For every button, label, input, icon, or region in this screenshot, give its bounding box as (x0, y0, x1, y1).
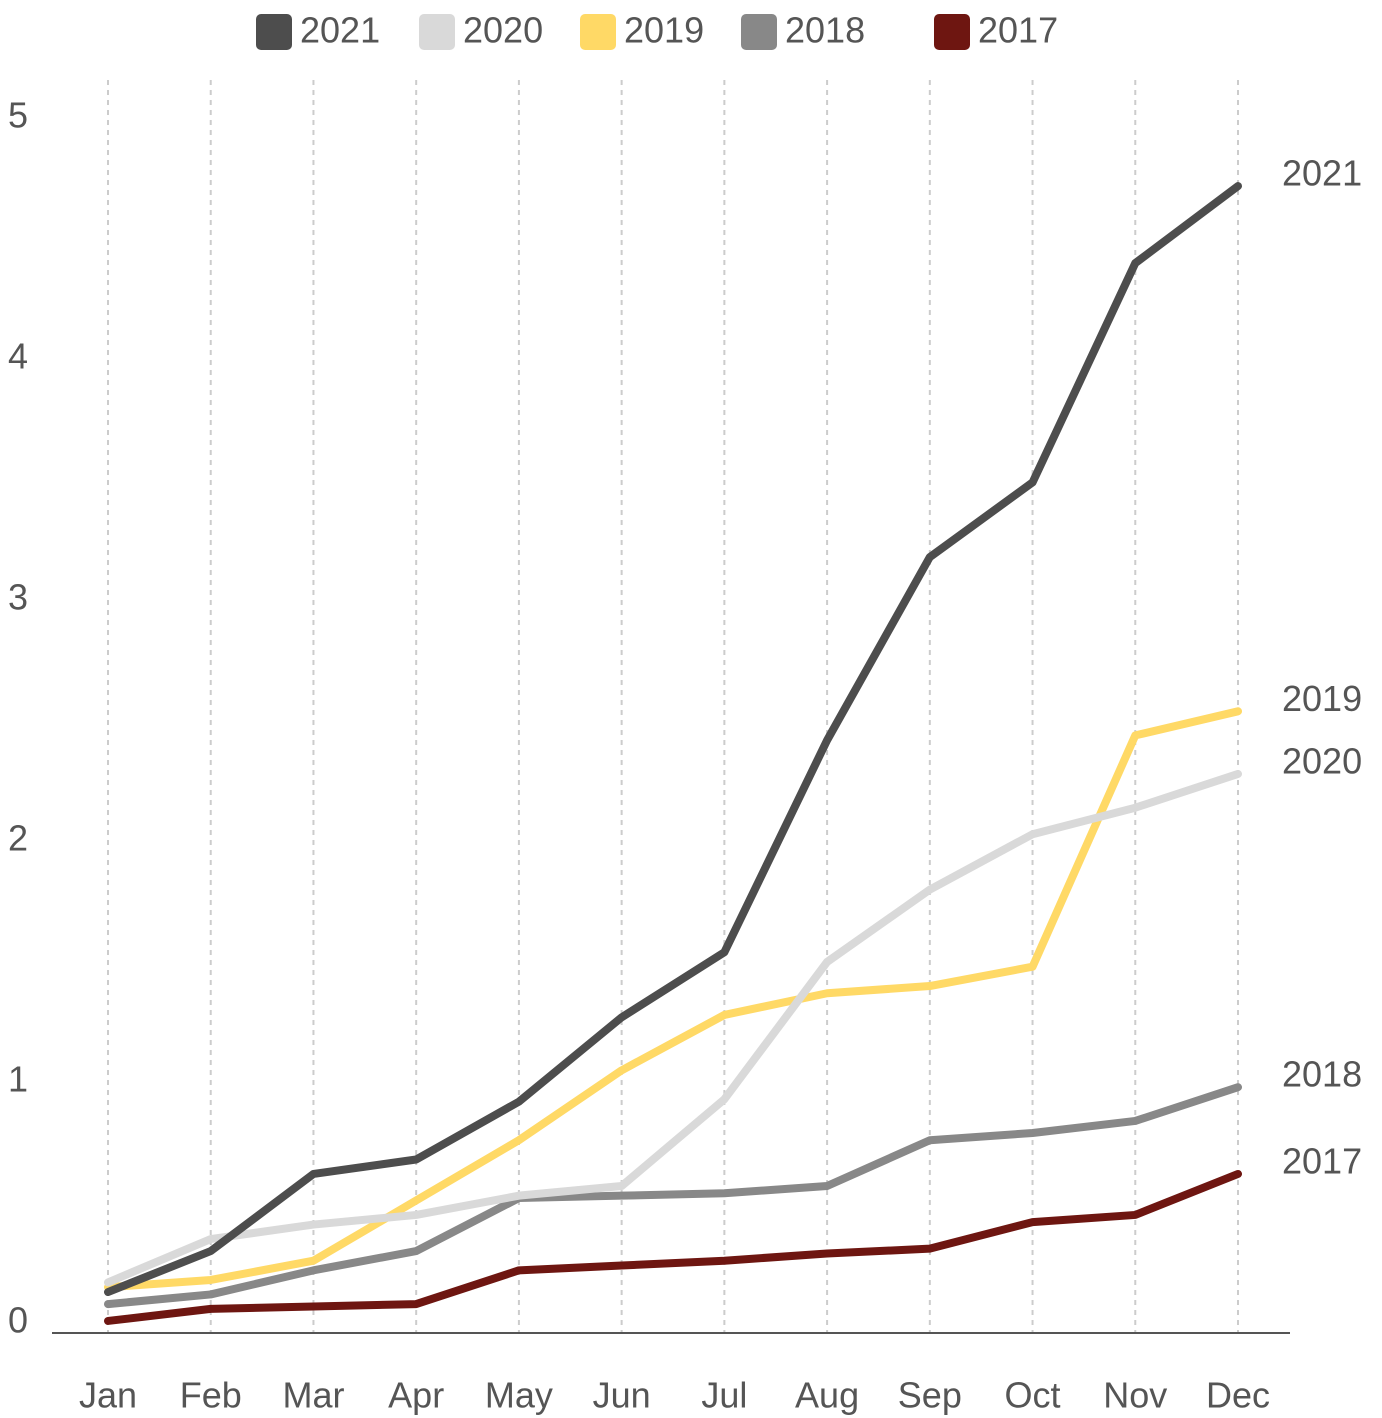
x-tick-label: Jan (79, 1375, 137, 1416)
legend-label: 2021 (300, 10, 380, 51)
legend-label: 2020 (463, 10, 543, 51)
y-tick-label: 3 (8, 577, 28, 618)
x-tick-label: Oct (1005, 1375, 1061, 1416)
legend-swatch (934, 14, 970, 50)
series-line (104, 769, 1242, 1287)
series-end-label: 2021 (1282, 153, 1362, 194)
y-tick-label: 5 (8, 95, 28, 136)
legend-swatch (419, 14, 455, 50)
x-tick-label: Feb (180, 1375, 242, 1416)
series-end-label: 2017 (1282, 1140, 1362, 1181)
y-tick-label: 0 (8, 1300, 28, 1341)
legend-label: 2018 (785, 10, 865, 51)
series-line (104, 182, 1242, 1297)
x-tick-label: Jul (701, 1375, 747, 1416)
legend-swatch (741, 14, 777, 50)
x-tick-label: Mar (282, 1375, 344, 1416)
x-tick-label: Sep (898, 1375, 962, 1416)
series-end-label: 2019 (1282, 678, 1362, 719)
y-tick-label: 4 (8, 336, 28, 377)
series-line (104, 707, 1242, 1292)
x-tick-label: Aug (795, 1375, 859, 1416)
series-line (104, 1083, 1242, 1309)
series-line (104, 1169, 1242, 1325)
x-tick-label: Dec (1206, 1375, 1270, 1416)
x-tick-label: May (485, 1375, 553, 1416)
x-tick-label: Jun (593, 1375, 651, 1416)
legend-swatch (580, 14, 616, 50)
legend-label: 2019 (624, 10, 704, 51)
y-tick-label: 2 (8, 818, 28, 859)
series-end-label: 2020 (1282, 740, 1362, 781)
y-tick-label: 1 (8, 1059, 28, 1100)
x-tick-label: Apr (388, 1375, 444, 1416)
x-tick-label: Nov (1103, 1375, 1167, 1416)
legend-swatch (256, 14, 292, 50)
legend-label: 2017 (978, 10, 1058, 51)
series-end-label: 2018 (1282, 1054, 1362, 1095)
